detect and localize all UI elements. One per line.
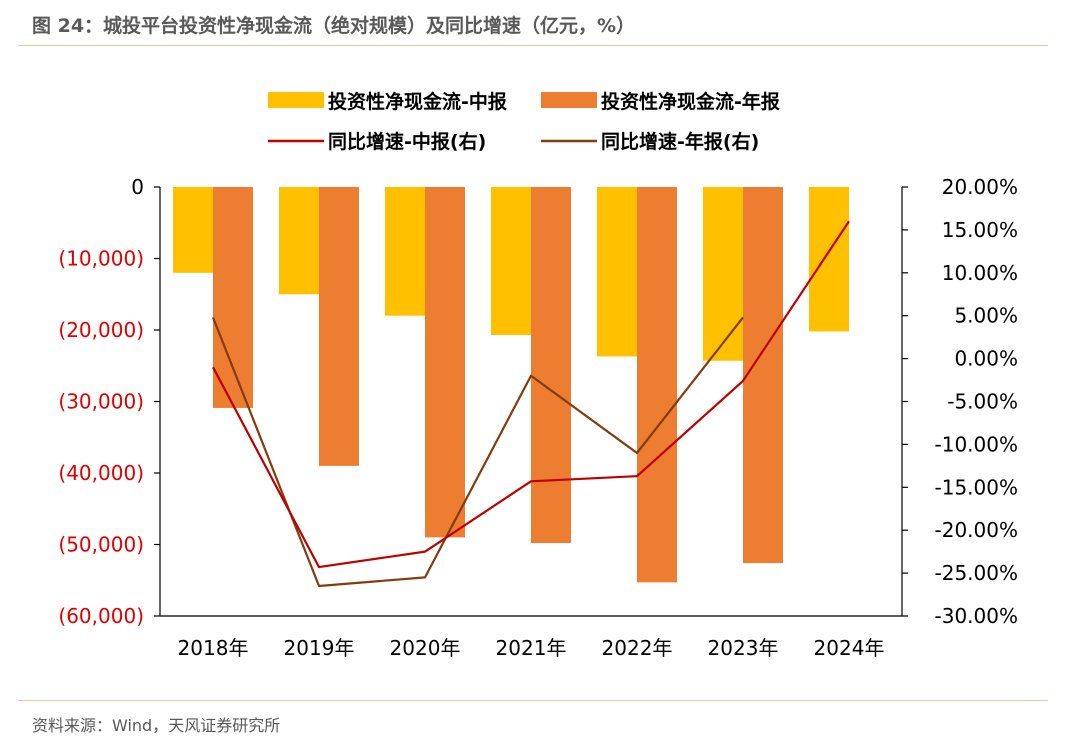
bar-midyear-4 xyxy=(597,187,637,357)
bar-annual-1 xyxy=(319,187,359,466)
x-tick-label-2: 2020年 xyxy=(390,636,461,660)
combo-chart: 投资性净现金流-中报 投资性净现金流-年报 同比增速-中报(右) 同比增速-年报… xyxy=(58,90,1018,660)
bar-midyear-1 xyxy=(279,187,319,295)
right-tick-label-5: -5.00% xyxy=(947,390,1018,414)
line-midyear-growth xyxy=(212,220,850,569)
bar-annual-0 xyxy=(213,187,253,408)
right-tick-label-8: -20.00% xyxy=(935,518,1018,542)
axes-layer: 0 (10,000) (20,000) (30,000) (40,000) (50,000… xyxy=(58,175,1018,660)
bar-midyear-0 xyxy=(173,187,213,273)
right-tick-label-3: 5.00% xyxy=(954,304,1018,328)
bar-midyear-2 xyxy=(385,187,425,316)
legend-label-annual-line: 同比增速-年报(右) xyxy=(601,130,759,153)
legend-swatch-annual-bar xyxy=(541,92,597,108)
left-tick-label-5: (50,000) xyxy=(58,533,144,557)
left-tick-label-2: (20,000) xyxy=(58,318,144,342)
bar-midyear-5 xyxy=(703,187,743,361)
right-tick-label-0: 20.00% xyxy=(942,175,1018,199)
bar-annual-4 xyxy=(637,187,677,583)
x-tick-label-3: 2021年 xyxy=(496,636,567,660)
bars-layer xyxy=(173,187,849,583)
left-tick-label-4: (40,000) xyxy=(58,461,144,485)
left-tick-label-6: (60,000) xyxy=(58,604,144,628)
x-tick-label-4: 2022年 xyxy=(602,636,673,660)
source-note: 资料来源：Wind，天风证券研究所 xyxy=(32,716,281,735)
legend-label-midyear-bar: 投资性净现金流-中报 xyxy=(328,90,507,113)
bottom-divider xyxy=(18,700,1048,701)
legend-label-annual-bar: 投资性净现金流-年报 xyxy=(601,90,780,113)
legend: 投资性净现金流-中报 投资性净现金流-年报 同比增速-中报(右) 同比增速-年报… xyxy=(268,90,780,153)
bar-annual-3 xyxy=(531,187,571,544)
x-tick-label-0: 2018年 xyxy=(178,636,249,660)
left-tick-label-0: 0 xyxy=(131,175,144,199)
chart-title: 图 24：城投平台投资性净现金流（绝对规模）及同比增速（亿元，%） xyxy=(32,15,636,37)
top-divider xyxy=(18,45,1048,46)
bar-midyear-6 xyxy=(809,187,849,332)
right-tick-label-6: -10.00% xyxy=(935,432,1018,456)
right-tick-label-10: -30.00% xyxy=(935,604,1018,628)
right-tick-label-4: 0.00% xyxy=(954,347,1018,371)
left-tick-label-1: (10,000) xyxy=(58,247,144,271)
right-tick-label-7: -15.00% xyxy=(935,475,1018,499)
x-tick-label-1: 2019年 xyxy=(284,636,355,660)
bar-midyear-3 xyxy=(491,187,531,336)
bar-annual-5 xyxy=(743,187,783,564)
right-tick-label-1: 15.00% xyxy=(942,218,1018,242)
bar-annual-2 xyxy=(425,187,465,538)
lines-layer xyxy=(211,220,850,588)
x-tick-label-5: 2023年 xyxy=(708,636,779,660)
line-annual-growth xyxy=(211,316,744,588)
legend-label-midyear-line: 同比增速-中报(右) xyxy=(328,130,486,153)
right-tick-label-9: -25.00% xyxy=(935,561,1018,585)
left-tick-label-3: (30,000) xyxy=(58,390,144,414)
legend-swatch-midyear-bar xyxy=(268,92,324,108)
x-tick-label-6: 2024年 xyxy=(814,636,885,660)
right-tick-label-2: 10.00% xyxy=(942,261,1018,285)
